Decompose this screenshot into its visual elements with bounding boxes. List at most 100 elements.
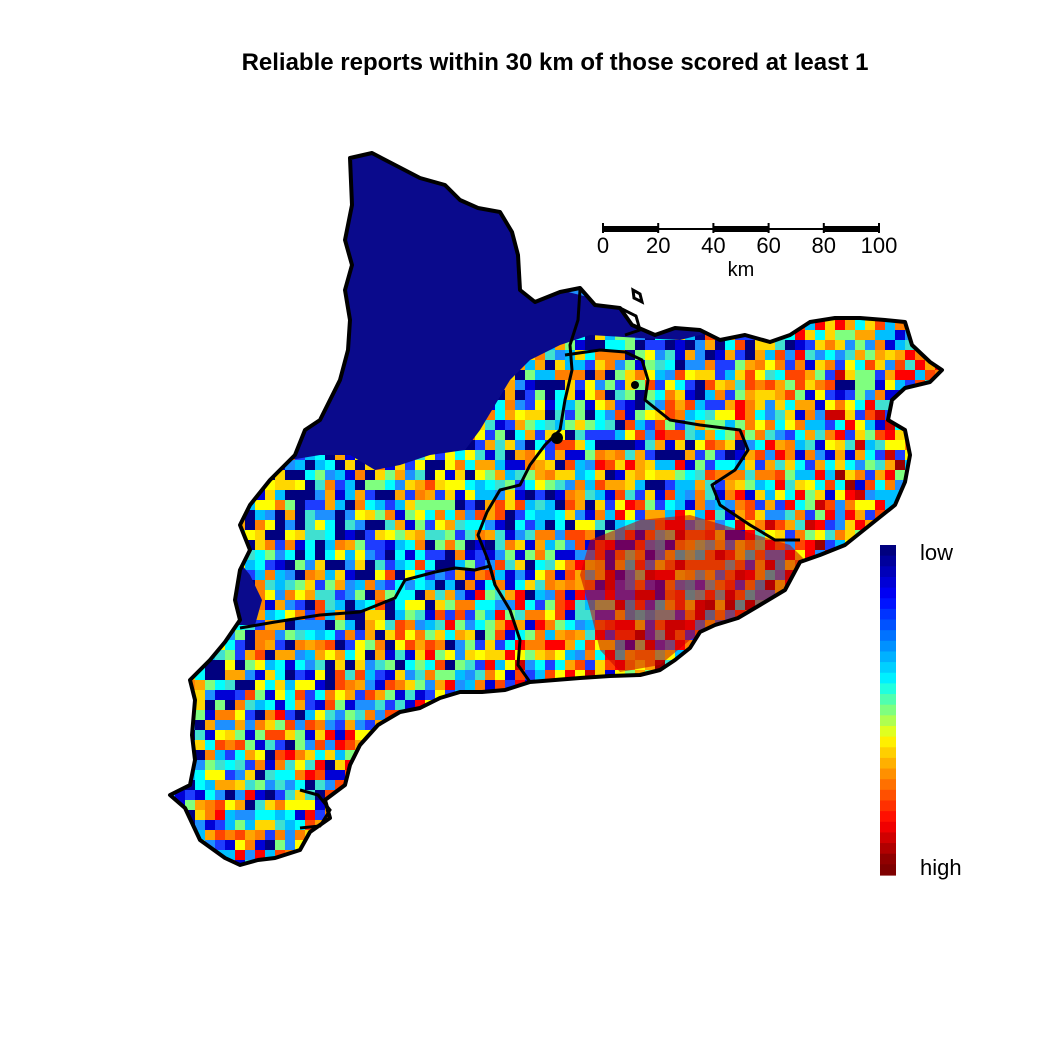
heat-cell (245, 800, 255, 810)
heat-cell (285, 630, 295, 640)
heat-cell (845, 430, 855, 440)
heat-cell (855, 550, 865, 560)
heat-cell (615, 740, 625, 750)
heat-cell (185, 340, 195, 350)
heat-cell (835, 550, 845, 560)
heat-cell (505, 870, 515, 880)
heat-cell (325, 560, 335, 570)
heat-cell (825, 690, 835, 700)
heat-cell (535, 830, 545, 840)
heat-cell (655, 470, 665, 480)
heat-cell (835, 470, 845, 480)
heat-cell (835, 560, 845, 570)
heat-cell (245, 710, 255, 720)
heat-cell (195, 370, 205, 380)
heat-cell (515, 730, 525, 740)
heat-cell (835, 610, 845, 620)
heat-cell (275, 410, 285, 420)
heat-cell (655, 380, 665, 390)
heat-cell (195, 680, 205, 690)
heat-cell (595, 770, 605, 780)
heat-cell (465, 440, 475, 450)
heat-cell (865, 320, 875, 330)
heat-cell (785, 400, 795, 410)
heat-cell (755, 490, 765, 500)
heat-cell (835, 660, 845, 670)
heat-cell (795, 590, 805, 600)
heat-cell (425, 470, 435, 480)
heat-cell (935, 530, 942, 540)
heat-cell (865, 330, 875, 340)
scale-bar-tick-label: 40 (701, 233, 725, 258)
heat-cell (365, 600, 375, 610)
heat-cell (765, 450, 775, 460)
heat-cell (925, 440, 935, 450)
heat-cell (585, 340, 595, 350)
heat-cell (315, 510, 325, 520)
heat-cell (825, 870, 835, 880)
heat-cell (225, 760, 235, 770)
heat-cell (345, 810, 355, 820)
heat-cell (345, 510, 355, 520)
heat-cell (765, 440, 775, 450)
heat-cell (935, 600, 942, 610)
heat-cell (465, 640, 475, 650)
heat-cell (825, 300, 835, 310)
heat-cell (735, 410, 745, 420)
heat-cell (635, 820, 645, 830)
heat-cell (485, 800, 495, 810)
heat-cell (255, 610, 265, 620)
heat-cell (555, 450, 565, 460)
heat-cell (495, 440, 505, 450)
heat-cell (175, 700, 185, 710)
heat-cell (515, 850, 525, 860)
heat-cell (575, 510, 585, 520)
heat-cell (235, 660, 245, 670)
heat-cell (545, 500, 555, 510)
heat-cell (255, 450, 265, 460)
heat-cell (745, 790, 755, 800)
heat-cell (215, 580, 225, 590)
heat-cell (325, 360, 335, 370)
heat-cell (285, 470, 295, 480)
heat-cell (925, 420, 935, 430)
heat-cell (365, 700, 375, 710)
heat-cell (615, 500, 625, 510)
heat-cell (535, 820, 545, 830)
heat-cell (735, 300, 745, 310)
heat-cell (415, 750, 425, 760)
heat-cell (475, 720, 485, 730)
heat-cell (805, 830, 815, 840)
heat-cell (525, 450, 535, 460)
heat-cell (895, 430, 905, 440)
heat-cell (535, 610, 545, 620)
heat-cell (525, 620, 535, 630)
heat-cell (215, 650, 225, 660)
heat-cell (735, 510, 745, 520)
heat-cell (495, 750, 505, 760)
heat-cell (645, 830, 655, 840)
heat-cell (775, 870, 785, 880)
heat-cell (535, 690, 545, 700)
heat-cell (915, 690, 925, 700)
heat-cell (425, 670, 435, 680)
heat-cell (865, 720, 875, 730)
heat-cell (705, 450, 715, 460)
heat-cell (535, 740, 545, 750)
heat-cell (445, 770, 455, 780)
heat-cell (285, 410, 295, 420)
heat-cell (835, 870, 845, 880)
heat-cell (585, 470, 595, 480)
heat-cell (285, 870, 295, 880)
heat-cell (905, 560, 915, 570)
heat-cell (205, 830, 215, 840)
heat-cell (170, 410, 175, 420)
heat-cell (735, 810, 745, 820)
heat-cell (255, 870, 265, 880)
heat-cell (895, 330, 905, 340)
heat-cell (745, 510, 755, 520)
heat-cell (405, 580, 415, 590)
heat-cell (305, 750, 315, 760)
heat-cell (305, 380, 315, 390)
heat-cell (215, 860, 225, 865)
